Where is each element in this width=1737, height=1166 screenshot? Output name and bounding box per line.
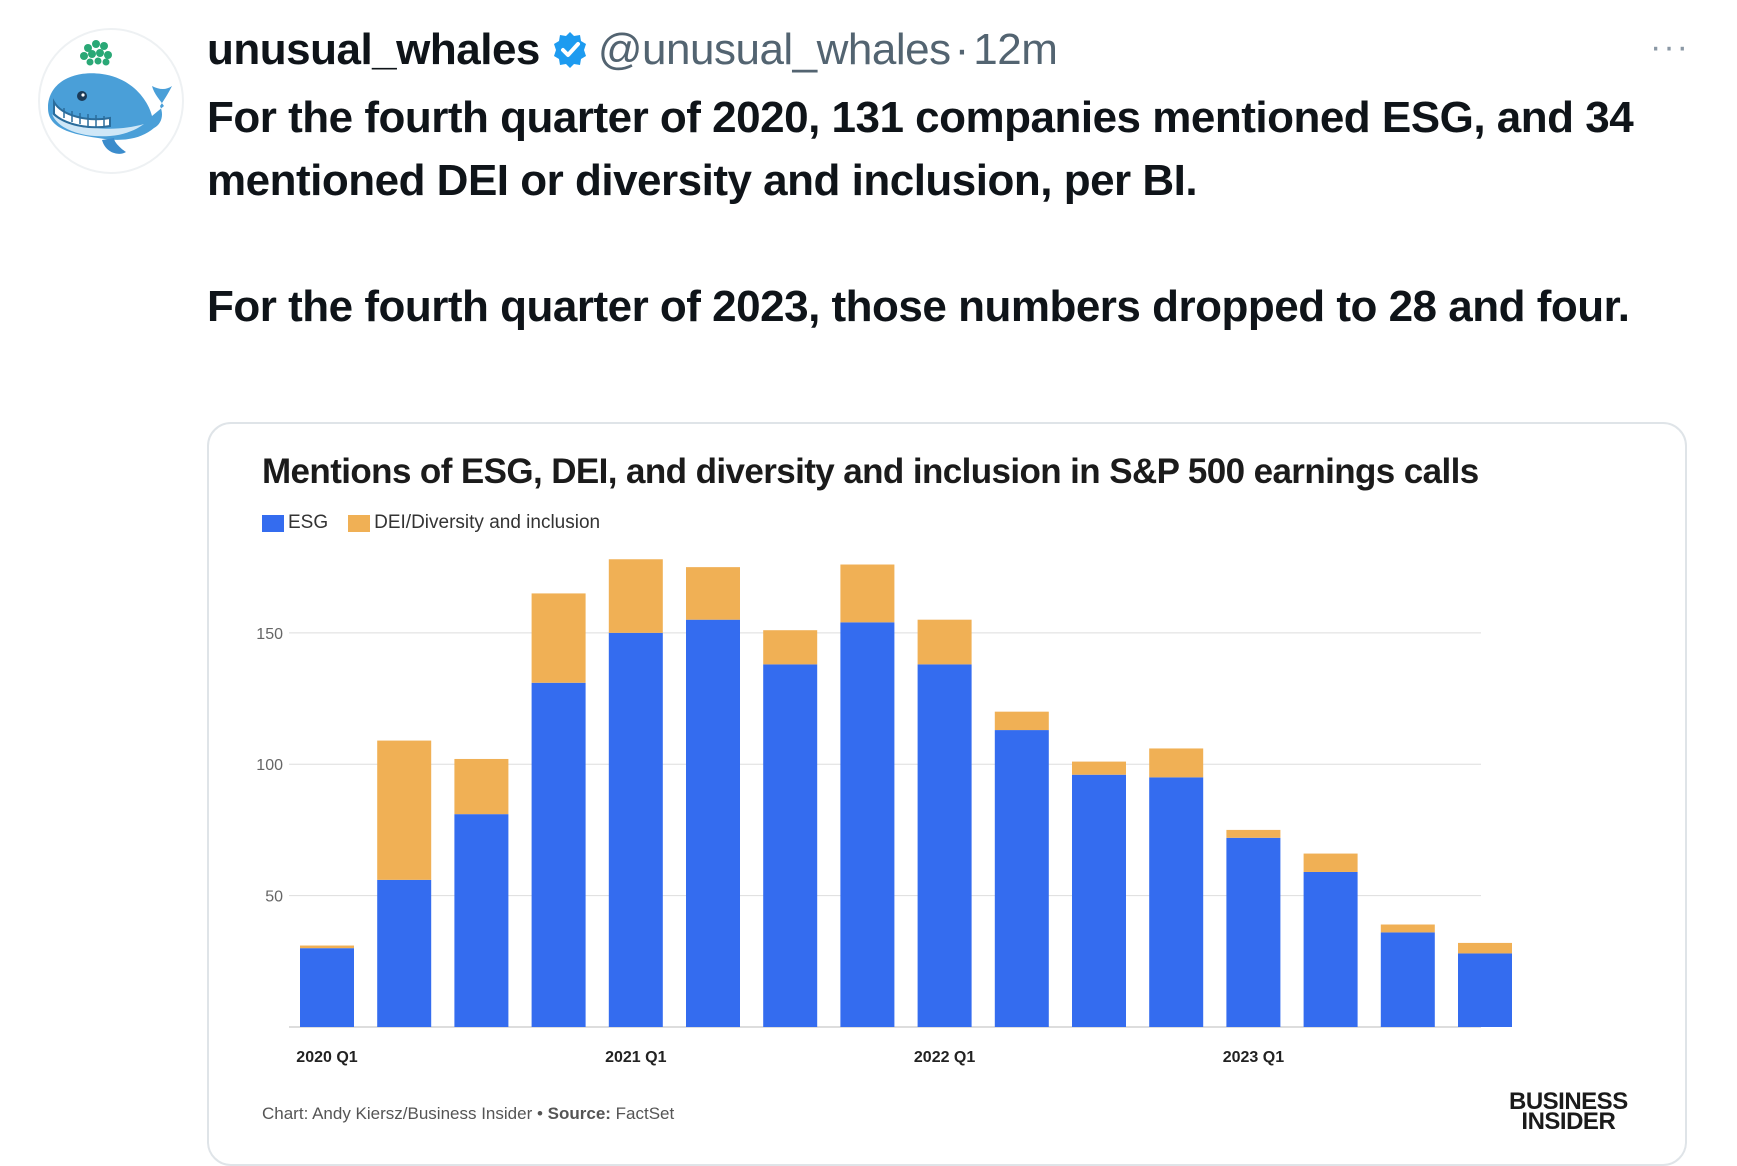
- business-insider-logo: BUSINESS INSIDER: [1509, 1088, 1628, 1135]
- bar-esg-7: [763, 664, 818, 1027]
- bar-dei-9: [917, 619, 972, 665]
- verified-badge-icon: [553, 32, 586, 68]
- y-tick-label-100: 100: [256, 757, 283, 774]
- legend-swatch-esg: [262, 514, 284, 532]
- bar-esg-15: [1380, 932, 1435, 1027]
- source-value: FactSet: [610, 1104, 675, 1123]
- legend-swatch-dei: [348, 514, 371, 532]
- bar-esg-5: [608, 632, 663, 1027]
- bar-dei-8: [840, 564, 895, 623]
- timestamp[interactable]: 12m: [973, 25, 1058, 74]
- header-separator: ·: [954, 25, 970, 74]
- logo-line-2: INSIDER: [1521, 1108, 1616, 1135]
- chart-source-note: Chart: Andy Kiersz/Business Insider • So…: [262, 1104, 674, 1124]
- bar-esg-16: [1458, 953, 1512, 1027]
- display-name[interactable]: unusual_whales: [207, 25, 540, 74]
- legend-item-esg: ESG: [262, 512, 328, 534]
- chart-title: Mentions of ESG, DEI, and diversity and …: [262, 452, 1479, 491]
- bar-dei-6: [686, 567, 740, 620]
- bar-esg-9: [917, 664, 972, 1027]
- tweet-paragraph-1: For the fourth quarter of 2020, 131 comp…: [207, 93, 1634, 205]
- bar-esg-11: [1072, 774, 1126, 1027]
- x-tick-label-9: 2022 Q1: [914, 1049, 975, 1066]
- bar-esg-10: [994, 730, 1049, 1027]
- tweet-text: For the fourth quarter of 2020, 131 comp…: [207, 86, 1677, 338]
- bar-dei-4: [531, 593, 586, 683]
- bar-dei-12: [1149, 748, 1204, 778]
- legend-label-dei: DEI/Diversity and inclusion: [374, 512, 601, 533]
- bar-dei-1: [300, 945, 354, 949]
- bar-esg-14: [1303, 871, 1358, 1027]
- bar-chart: 50 100 150 2020 Q1 2021 Q1 2022 Q1 2023 Q1: [256, 559, 1512, 1066]
- bar-dei-15: [1380, 924, 1435, 933]
- bar-esg-4: [531, 682, 586, 1027]
- avatar[interactable]: [38, 28, 184, 174]
- x-tick-label-5: 2021 Q1: [605, 1049, 666, 1066]
- x-tick-label-1: 2020 Q1: [296, 1049, 357, 1066]
- more-options-icon[interactable]: ···: [1650, 28, 1690, 66]
- chart-legend: ESG DEI/Diversity and inclusion: [262, 512, 620, 534]
- bar-esg-6: [686, 619, 740, 1027]
- logo-line-1: BUSINESS: [1509, 1088, 1628, 1115]
- bar-esg-2: [377, 879, 432, 1027]
- source-label: Source:: [547, 1104, 611, 1123]
- media-card[interactable]: 50 100 150 2020 Q1 2021 Q1 2022 Q1 2023 Q1 Men…: [207, 422, 1687, 1166]
- bar-esg-12: [1149, 777, 1204, 1027]
- bar-dei-5: [608, 559, 663, 633]
- bar-dei-16: [1458, 942, 1512, 954]
- x-tick-label-13: 2023 Q1: [1223, 1049, 1284, 1066]
- legend-label-esg: ESG: [288, 512, 329, 533]
- bar-esg-3: [454, 814, 509, 1027]
- bar-dei-13: [1226, 829, 1281, 838]
- source-prefix: Chart: Andy Kiersz/Business Insider •: [262, 1104, 548, 1123]
- tweet-paragraph-2: For the fourth quarter of 2023, those nu…: [207, 282, 1630, 331]
- bar-esg-8: [840, 622, 895, 1027]
- whale-logo-icon: [48, 40, 172, 154]
- bar-dei-7: [763, 630, 818, 665]
- y-tick-label-50: 50: [265, 889, 283, 906]
- bar-dei-14: [1303, 853, 1358, 872]
- user-handle[interactable]: @unusual_whales: [597, 25, 951, 74]
- tweet-header: unusual_whales @unusual_whales · 12m: [207, 18, 1058, 82]
- bar-dei-10: [994, 711, 1049, 731]
- bar-dei-3: [454, 758, 509, 815]
- bar-esg-1: [300, 948, 354, 1027]
- bar-esg-13: [1226, 837, 1281, 1027]
- legend-item-dei: DEI/Diversity and inclusion: [348, 512, 600, 534]
- y-tick-label-150: 150: [256, 626, 283, 643]
- bar-dei-11: [1072, 761, 1126, 775]
- bar-dei-2: [377, 740, 432, 880]
